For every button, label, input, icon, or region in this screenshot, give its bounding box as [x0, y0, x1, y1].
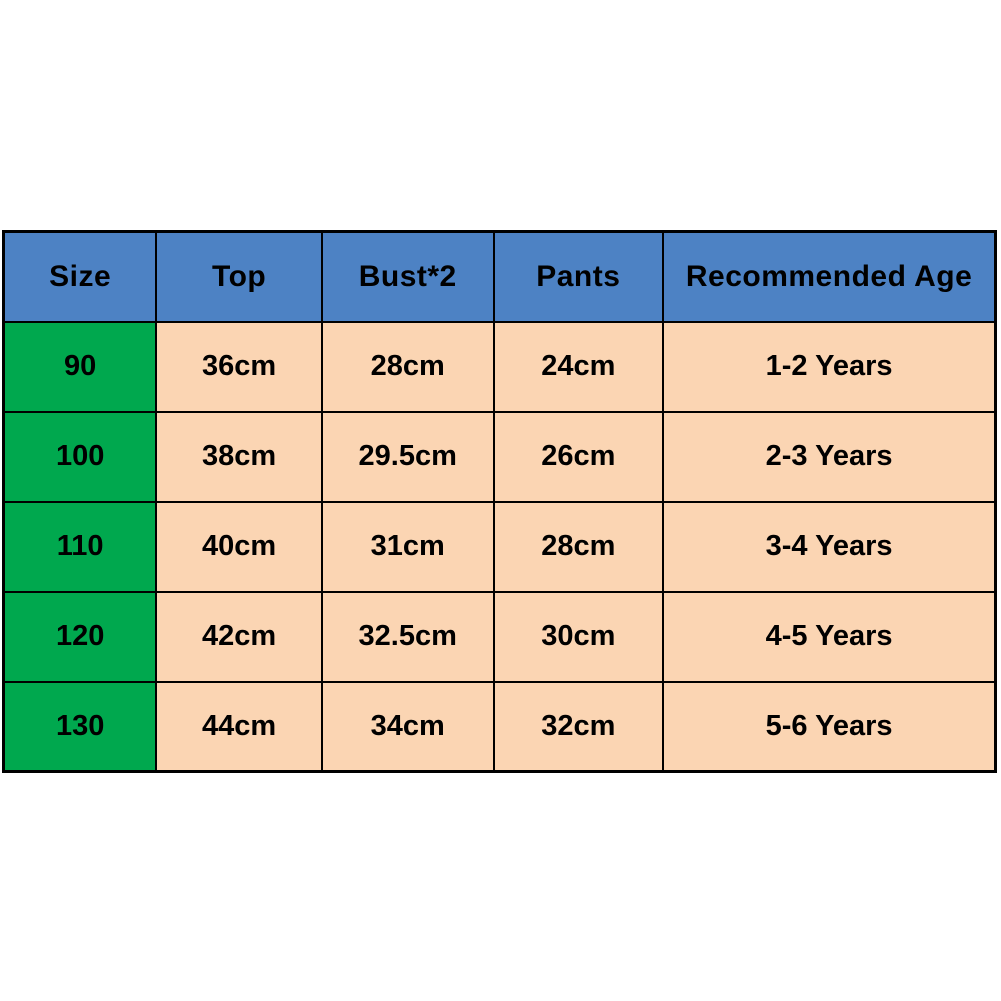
size-chart: Size Top Bust*2 Pants Recommended Age 90…	[2, 230, 997, 773]
age-cell: 1-2 Years	[662, 320, 997, 413]
column-header-pants: Pants	[492, 230, 665, 323]
age-cell: 4-5 Years	[662, 590, 997, 683]
table-row: 110 40cm 31cm 28cm 3-4 Years	[2, 500, 997, 593]
top-cell: 38cm	[155, 410, 323, 503]
table-row: 120 42cm 32.5cm 30cm 4-5 Years	[2, 590, 997, 683]
pants-cell: 26cm	[492, 410, 665, 503]
age-cell: 2-3 Years	[662, 410, 997, 503]
size-cell: 120	[2, 590, 158, 683]
bust-cell: 32.5cm	[320, 590, 495, 683]
pants-cell: 32cm	[492, 680, 665, 773]
table-row: 90 36cm 28cm 24cm 1-2 Years	[2, 320, 997, 413]
table-row: 100 38cm 29.5cm 26cm 2-3 Years	[2, 410, 997, 503]
column-header-size: Size	[2, 230, 158, 323]
bust-cell: 34cm	[320, 680, 495, 773]
age-cell: 3-4 Years	[662, 500, 997, 593]
bust-cell: 29.5cm	[320, 410, 495, 503]
column-header-recommended-age: Recommended Age	[662, 230, 997, 323]
pants-cell: 30cm	[492, 590, 665, 683]
bust-cell: 31cm	[320, 500, 495, 593]
top-cell: 40cm	[155, 500, 323, 593]
column-header-bust: Bust*2	[320, 230, 495, 323]
top-cell: 42cm	[155, 590, 323, 683]
pants-cell: 24cm	[492, 320, 665, 413]
size-cell: 90	[2, 320, 158, 413]
pants-cell: 28cm	[492, 500, 665, 593]
column-header-top: Top	[155, 230, 323, 323]
age-cell: 5-6 Years	[662, 680, 997, 773]
table-row: 130 44cm 34cm 32cm 5-6 Years	[2, 680, 997, 773]
bust-cell: 28cm	[320, 320, 495, 413]
size-cell: 110	[2, 500, 158, 593]
top-cell: 36cm	[155, 320, 323, 413]
size-chart-table: Size Top Bust*2 Pants Recommended Age 90…	[2, 230, 997, 773]
header-row: Size Top Bust*2 Pants Recommended Age	[2, 230, 997, 323]
top-cell: 44cm	[155, 680, 323, 773]
size-cell: 100	[2, 410, 158, 503]
size-cell: 130	[2, 680, 158, 773]
